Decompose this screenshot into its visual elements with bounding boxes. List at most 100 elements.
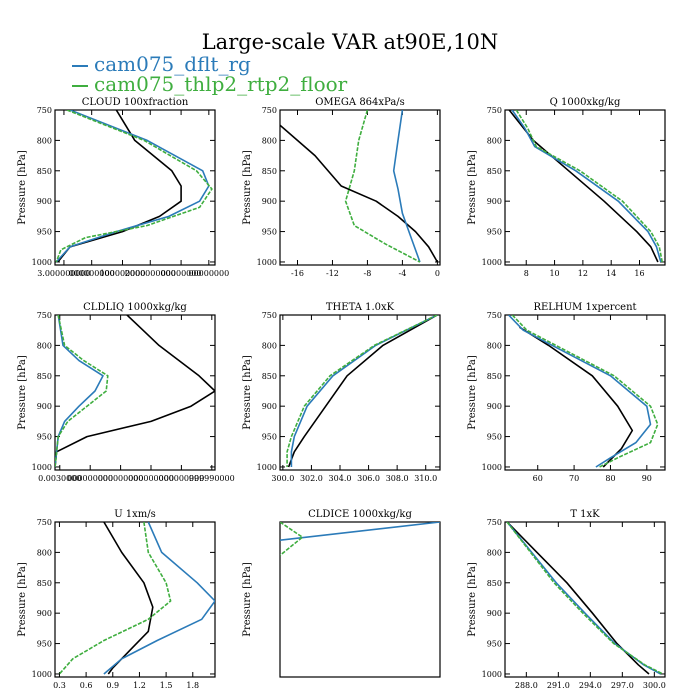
panel-6: U 1xm/s Pressure [hPa] 750 800 850 900 950 1000… (17, 509, 216, 690)
x-tick-label: 1.8 (186, 681, 199, 690)
plot-frame (504, 314, 666, 471)
x-tick-label: -16 (291, 269, 304, 278)
x-tick-label: 1.2 (133, 681, 146, 690)
legend-label-dflt: cam075_dflt_rg (94, 52, 251, 76)
series-line-thlp2 (286, 315, 438, 467)
x-tick-label: 0.0030000 (38, 474, 81, 483)
series-line-dflt (511, 110, 662, 263)
series-line-dflt (508, 315, 652, 468)
x-tick-label: 291.0 (547, 681, 570, 690)
y-axis-label: Pressure [hPa] (467, 355, 478, 430)
panel-title: RELHUM 1xpercent (533, 302, 636, 313)
series-line-dflt (280, 522, 440, 541)
y-tick-label: 850 (37, 579, 52, 588)
x-tick-label: 0.3 (53, 681, 66, 690)
panel-8: T 1xK Pressure [hPa] 750 800 850 900 950 1000 28… (467, 509, 666, 690)
series-line-obs (57, 110, 182, 263)
x-tick-label: 2000000000 (125, 269, 176, 278)
y-tick-label: 800 (37, 341, 52, 350)
series-line-thlp2 (280, 522, 304, 557)
panel-title: CLDICE 1000xkg/kg (308, 509, 412, 520)
series-line-obs (508, 110, 659, 263)
y-tick-label: 750 (487, 106, 502, 115)
x-tick-label: -8 (364, 269, 372, 278)
legend-line-dflt (72, 64, 88, 67)
x-tick-label: 80 (605, 474, 615, 483)
x-tick-label: 12 (578, 269, 588, 278)
y-tick-label: 1000 (482, 463, 502, 472)
series-line-dflt (103, 522, 215, 675)
y-tick-label: 900 (262, 197, 277, 206)
x-tick-label: 000000000 (69, 269, 115, 278)
x-tick-label: 3.000000000 (37, 269, 90, 278)
x-tick-label: 100000000 (100, 269, 146, 278)
y-tick-label: 950 (37, 640, 52, 649)
x-tick-label: -12 (326, 269, 339, 278)
y-tick-label: 750 (487, 518, 502, 527)
x-tick-label: 300.0 (643, 681, 666, 690)
panel-title: Q 1000xkg/kg (550, 97, 621, 108)
y-tick-label: 800 (37, 548, 52, 557)
series-line-dflt (55, 110, 210, 263)
panel-title: CLDLIQ 1000xkg/kg (83, 302, 187, 313)
y-tick-label: 1000 (257, 258, 277, 267)
plot-frame (504, 109, 666, 266)
panel-0: CLOUD 100xfraction Pressure [hPa] 750 800 85… (17, 97, 229, 278)
x-tick-label: 8 (524, 269, 529, 278)
y-tick-label: 750 (262, 311, 277, 320)
plot-frame (279, 109, 441, 266)
x-tick-label: 000000000 (98, 474, 144, 483)
y-tick-label: 800 (487, 136, 502, 145)
x-tick-label: 288.0 (515, 681, 538, 690)
plot-frame (279, 521, 441, 678)
y-tick-label: 850 (487, 579, 502, 588)
x-tick-label: 310.0 (414, 474, 437, 483)
x-tick-label: 60 (533, 474, 543, 483)
series-line-dflt (392, 110, 421, 263)
y-tick-label: 950 (37, 433, 52, 442)
y-tick-label: 1000 (32, 670, 52, 679)
panel-1: OMEGA 864xPa/s Pressure [hPa] 750 800 850 900… (242, 97, 441, 278)
series-line-thlp2 (58, 522, 172, 675)
x-tick-label: 00000000 (161, 269, 202, 278)
series-line-dflt (290, 315, 438, 467)
plot-frame (54, 521, 216, 678)
x-tick-label: 16 (634, 269, 644, 278)
y-tick-label: 900 (262, 402, 277, 411)
y-tick-label: 800 (262, 136, 277, 145)
legend-item-dflt: cam075_dflt_rg (72, 52, 251, 76)
y-tick-label: 850 (37, 167, 52, 176)
y-tick-label: 1000 (32, 463, 52, 472)
plot-frame (54, 109, 216, 266)
y-axis-label: Pressure [hPa] (17, 150, 28, 225)
plot-frame (54, 314, 216, 471)
series-line-thlp2 (344, 110, 421, 263)
x-tick-label: 0.9 (106, 681, 119, 690)
legend-item-thlp2: cam075_thlp2_rtp2_floor (72, 72, 347, 96)
plot-frame (504, 521, 666, 678)
y-tick-label: 750 (262, 106, 277, 115)
x-tick-label: 10 (549, 269, 559, 278)
y-tick-label: 950 (37, 228, 52, 237)
series-line-obs (506, 522, 650, 675)
x-tick-label: 14 (606, 269, 616, 278)
y-tick-label: 750 (37, 106, 52, 115)
series-line-dflt (55, 315, 104, 468)
series-line-obs (519, 326, 634, 468)
y-tick-label: 850 (487, 372, 502, 381)
y-tick-label: 900 (487, 402, 502, 411)
x-tick-label: 000000000 (158, 474, 204, 483)
y-tick-label: 750 (37, 518, 52, 527)
y-axis-label: Pressure [hPa] (242, 355, 253, 430)
panel-title: OMEGA 864xPa/s (315, 97, 405, 108)
panel-7: CLDICE 1000xkg/kg Pressure [hPa] (242, 509, 441, 678)
y-tick-label: 800 (37, 136, 52, 145)
x-tick-label: 304.0 (329, 474, 352, 483)
series-line-thlp2 (515, 110, 663, 263)
legend-line-thlp2 (72, 84, 88, 87)
y-tick-label: 950 (262, 433, 277, 442)
x-tick-label: 1.5 (160, 681, 173, 690)
panel-title: THETA 1.0xK (326, 302, 395, 313)
x-tick-label: 297.0 (611, 681, 634, 690)
x-tick-label: 306.0 (357, 474, 380, 483)
